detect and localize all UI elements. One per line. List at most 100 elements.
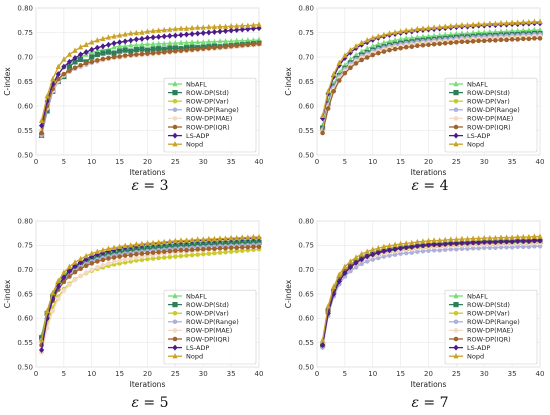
- y-axis-label: C-index: [284, 67, 293, 96]
- data-point: [150, 50, 156, 56]
- data-point: [150, 27, 156, 34]
- data-point: [117, 32, 123, 38]
- series-line: [321, 22, 540, 119]
- data-point: [145, 256, 150, 262]
- data-point: [128, 37, 134, 44]
- data-point: [94, 248, 100, 254]
- data-point: [139, 246, 145, 252]
- data-point: [184, 247, 189, 253]
- data-point: [448, 240, 454, 247]
- data-point: [520, 19, 526, 25]
- y-tick-label: 0.65: [17, 290, 33, 298]
- series-line: [321, 21, 540, 116]
- data-point: [420, 238, 426, 244]
- data-point: [200, 46, 206, 51]
- data-point: [61, 279, 67, 285]
- data-point: [161, 26, 167, 33]
- data-point: [504, 37, 509, 43]
- data-point: [520, 36, 526, 42]
- y-tick-label: 0.60: [17, 315, 33, 323]
- data-point: [78, 51, 84, 58]
- legend-entry: LS-ADP: [467, 132, 490, 140]
- data-point: [398, 28, 404, 34]
- data-point: [206, 29, 212, 36]
- data-point: [144, 41, 151, 47]
- data-point: [161, 40, 167, 46]
- data-point: [217, 245, 223, 251]
- data-point: [453, 240, 459, 247]
- legend-marker: [172, 302, 178, 308]
- data-point: [325, 106, 331, 111]
- data-point: [364, 259, 370, 264]
- data-point: [66, 51, 73, 57]
- data-point: [183, 45, 190, 51]
- data-point: [509, 238, 515, 245]
- series-line: [40, 246, 259, 346]
- data-point: [128, 242, 134, 248]
- data-point: [161, 249, 167, 254]
- data-point: [105, 251, 112, 257]
- data-point: [520, 244, 526, 250]
- data-point: [144, 34, 151, 41]
- data-point: [537, 237, 543, 244]
- data-point: [83, 263, 89, 269]
- legend-marker: [453, 124, 459, 130]
- data-point: [66, 268, 73, 275]
- data-point: [239, 240, 245, 246]
- series-line: [40, 44, 260, 132]
- data-point: [106, 55, 111, 61]
- data-point: [376, 50, 381, 56]
- y-tick-label: 0.55: [17, 127, 33, 135]
- x-tick-label: 35: [227, 370, 236, 378]
- legend-entry: ROW-DP(Var): [186, 98, 229, 106]
- data-point: [234, 22, 240, 29]
- data-point: [111, 54, 117, 60]
- data-point: [122, 31, 128, 37]
- data-point: [234, 43, 239, 49]
- data-point: [520, 237, 526, 244]
- data-point: [100, 35, 106, 42]
- data-point: [387, 253, 392, 258]
- x-tick-label: 20: [424, 370, 433, 378]
- data-point: [498, 238, 504, 245]
- data-point: [178, 48, 184, 53]
- x-tick-label: 20: [143, 370, 152, 378]
- legend-box: [444, 77, 538, 153]
- data-point: [211, 29, 217, 36]
- data-point: [420, 242, 426, 249]
- data-point: [359, 39, 365, 45]
- data-point: [409, 26, 415, 33]
- data-point: [200, 251, 206, 257]
- data-point: [347, 258, 354, 264]
- data-point: [72, 47, 78, 53]
- series-line: [321, 245, 540, 348]
- data-point: [256, 244, 262, 250]
- data-point: [89, 253, 95, 260]
- data-point: [228, 27, 234, 34]
- data-point: [353, 43, 359, 49]
- legend-marker: [453, 319, 459, 325]
- data-point: [95, 58, 100, 63]
- legend-entry: Nopd: [467, 353, 484, 361]
- data-point: [161, 238, 167, 245]
- data-point: [55, 63, 61, 69]
- x-axis-label: Iterations: [130, 380, 166, 389]
- series-row-dp-iqr-: [39, 41, 262, 136]
- data-point: [156, 33, 162, 40]
- data-point: [111, 44, 117, 50]
- data-point: [459, 239, 465, 246]
- x-tick-label: 20: [143, 158, 152, 166]
- x-tick-label: 5: [343, 370, 347, 378]
- legend-entry: NbAFL: [186, 80, 207, 88]
- data-point: [117, 48, 123, 54]
- data-point: [431, 241, 437, 248]
- data-point: [375, 33, 381, 39]
- y-tick-label: 0.75: [17, 29, 33, 37]
- data-point: [223, 245, 228, 251]
- data-point: [133, 42, 139, 48]
- data-point: [420, 248, 426, 254]
- y-axis-label: C-index: [3, 279, 12, 308]
- data-point: [342, 70, 348, 76]
- data-point: [364, 55, 370, 60]
- legend-entry: ROW-DP(IQR): [467, 123, 511, 131]
